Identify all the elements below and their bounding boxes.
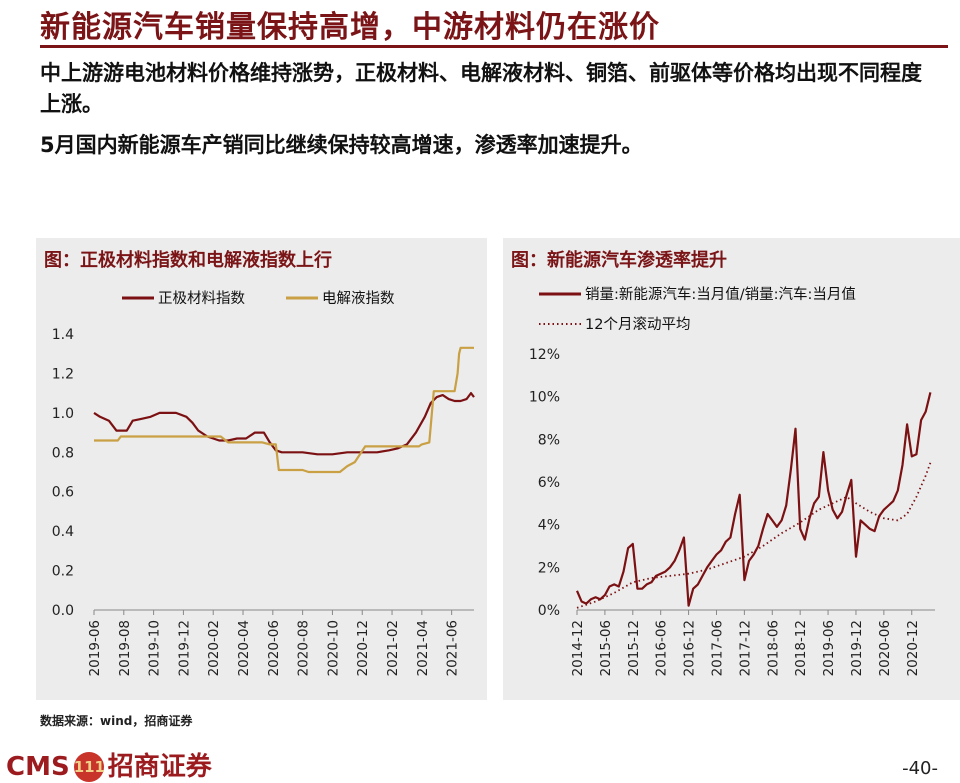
y-tick-label: 0.2 xyxy=(52,564,74,580)
x-tick-label: 2019-12 xyxy=(849,620,865,676)
y-tick-label: 1.4 xyxy=(52,327,74,343)
series-line-1 xyxy=(575,392,932,607)
title-divider xyxy=(40,45,948,48)
x-tick-label: 2014-12 xyxy=(570,620,586,676)
y-tick-label: 8% xyxy=(538,432,560,448)
legend-label-2: 12个月滚动平均 xyxy=(585,316,690,333)
x-tick-label: 2021-02 xyxy=(385,620,401,676)
x-tick-label: 2018-12 xyxy=(793,620,809,676)
x-tick-label: 2016-12 xyxy=(682,620,698,676)
data-source-note: 数据来源：wind，招商证券 xyxy=(40,714,193,728)
y-tick-label: 0.4 xyxy=(52,524,74,540)
series-line-2 xyxy=(576,462,932,609)
page-number: -40- xyxy=(902,758,938,779)
chart-panel-right: 图：新能源汽车渗透率提升 0% 2% 4% 6% 8% 10% 12% 2014-12 2015… xyxy=(503,238,960,700)
x-tick-label: 2019-12 xyxy=(176,620,192,676)
x-tick-label: 2020-06 xyxy=(877,620,893,676)
y-tick-label: 1.0 xyxy=(52,406,74,422)
x-tick-label: 2017-12 xyxy=(737,620,753,676)
x-tick-label: 2020-10 xyxy=(325,620,341,676)
series-line-1 xyxy=(93,392,475,456)
brand-logo: CMS 111 招商证券 xyxy=(6,746,212,783)
slide-title: 新能源汽车销量保持高增，中游材料仍在涨价 xyxy=(40,10,660,45)
x-tick-label: 2019-10 xyxy=(147,620,163,676)
y-tick-label: 0.8 xyxy=(52,445,74,461)
x-tick-label: 2019-08 xyxy=(117,620,133,676)
x-tick-label: 2019-06 xyxy=(821,620,837,676)
y-tick-label: 0% xyxy=(538,603,560,619)
chart-right-svg: 0% 2% 4% 6% 8% 10% 12% 2014-12 2015-06 2015-12 201… xyxy=(529,286,935,676)
bullet-text-1: 中上游游电池材料价格维持涨势，正极材料、电解液材料、铜箔、前驱体等价格均出现不同… xyxy=(40,61,922,116)
x-tick-label: 2020-12 xyxy=(905,620,921,676)
chart-title-right: 图：新能源汽车渗透率提升 xyxy=(511,250,727,271)
y-tick-label: 12% xyxy=(529,347,560,363)
series-line-2 xyxy=(94,346,474,474)
x-tick-label: 2020-08 xyxy=(296,620,312,676)
legend-label-2: 电解液指数 xyxy=(322,290,395,307)
y-tick-label: 0.0 xyxy=(52,603,74,619)
y-tick-label: 10% xyxy=(529,390,560,406)
chart-title-left: 图：正极材料指数和电解液指数上行 xyxy=(44,250,332,271)
x-tick-label: 2018-06 xyxy=(765,620,781,676)
x-tick-label: 2021-06 xyxy=(445,620,461,676)
x-tick-label: 2017-06 xyxy=(709,620,725,676)
brand-latin: CMS xyxy=(6,752,70,782)
chart-panel-left: 图：正极材料指数和电解液指数上行 0.0 0.2 0.4 0.6 0.8 1.0 1.2 1.… xyxy=(36,238,487,700)
y-tick-label: 4% xyxy=(538,518,560,534)
x-tick-label: 2019-06 xyxy=(87,620,103,676)
x-tick-label: 2020-04 xyxy=(236,620,252,676)
legend-label-1: 销量:新能源汽车:当月值/销量:汽车:当月值 xyxy=(585,286,856,303)
chart-left-svg: 0.0 0.2 0.4 0.6 0.8 1.0 1.2 1.4 2019-06 2019-08 20… xyxy=(52,290,475,676)
x-tick-label: 2015-06 xyxy=(598,620,614,676)
x-tick-label: 2020-02 xyxy=(206,620,222,676)
brand-cn: 招商证券 xyxy=(107,752,212,782)
y-tick-label: 1.2 xyxy=(52,366,74,382)
y-tick-label: 6% xyxy=(538,475,560,491)
x-tick-label: 2020-06 xyxy=(266,620,282,676)
legend-label-1: 正极材料指数 xyxy=(158,290,245,307)
y-tick-label: 0.6 xyxy=(52,485,74,501)
bullet-text-2: 5月国内新能源车产销同比继续保持较高增速，渗透率加速提升。 xyxy=(40,133,643,157)
brand-emblem-icon: 111 xyxy=(73,752,105,782)
x-tick-label: 2015-12 xyxy=(626,620,642,676)
x-tick-label: 2020-12 xyxy=(355,620,371,676)
x-tick-label: 2016-06 xyxy=(654,620,670,676)
y-tick-label: 2% xyxy=(538,560,560,576)
x-tick-label: 2021-04 xyxy=(415,620,431,676)
